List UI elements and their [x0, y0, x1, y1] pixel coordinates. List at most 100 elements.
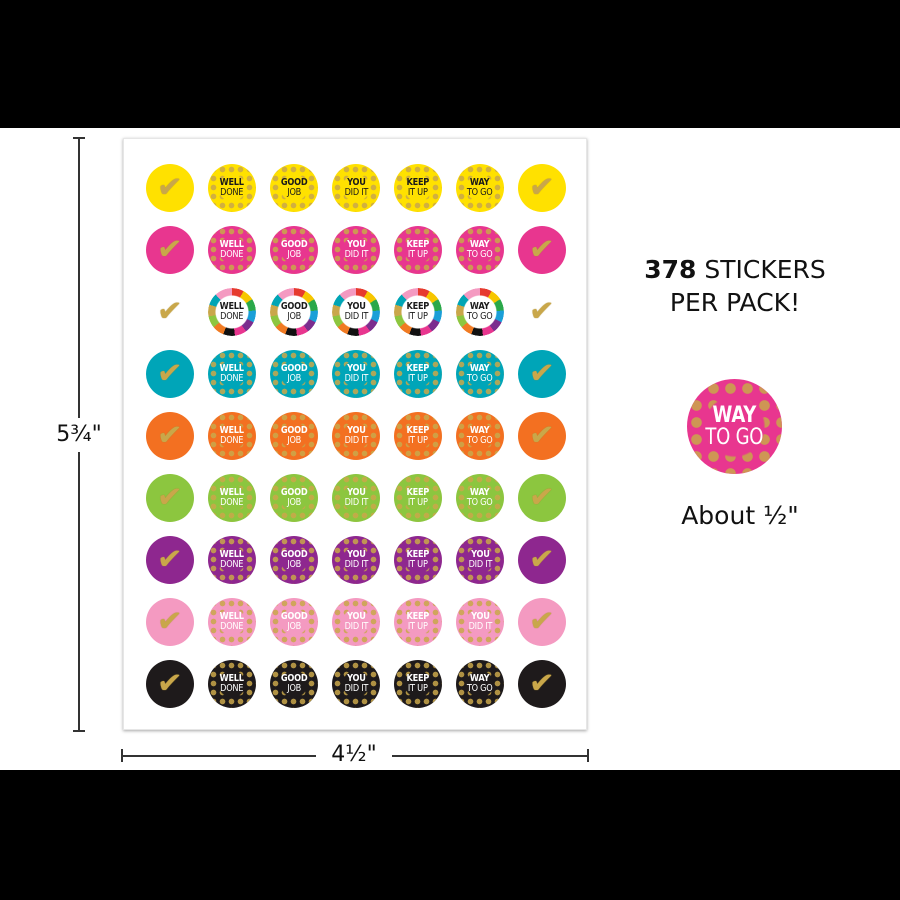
message-sticker: GOOD JOB: [270, 288, 318, 336]
message-sticker: KEEP IT UP: [394, 474, 442, 522]
checkmark-icon: ✔: [528, 479, 556, 516]
sticker-text: YOU DID IT: [344, 364, 368, 384]
sticker-text-line1: KEEP: [406, 487, 430, 498]
sticker-text-line1: GOOD: [280, 425, 308, 436]
message-sticker: KEEP IT UP: [394, 164, 442, 212]
sticker-text-line1: GOOD: [280, 487, 308, 498]
gold-dots-pattern: [456, 164, 504, 212]
message-sticker: WELL DONE: [208, 288, 256, 336]
height-dimension-cap-bottom: [73, 730, 85, 732]
sticker-text: GOOD JOB: [280, 301, 308, 322]
sticker-text-line2: IT UP: [408, 311, 428, 322]
gold-dots-pattern: [394, 226, 442, 274]
sticker-text-line1: KEEP: [406, 611, 430, 622]
sticker-text-line2: IT UP: [408, 373, 428, 384]
sticker-text: GOOD JOB: [280, 425, 308, 446]
sticker-text-line1: YOU: [346, 673, 366, 684]
message-sticker: YOU DID IT: [456, 536, 504, 584]
gold-dots-pattern: [394, 164, 442, 212]
gold-dots-pattern: [394, 536, 442, 584]
gold-dots-pattern: [208, 226, 256, 274]
sticker-text-line1: YOU: [346, 425, 366, 436]
sticker-text-line1: YOU: [346, 177, 366, 188]
sticker-text-line1: YOU: [346, 549, 366, 560]
sticker-text-line2: IT UP: [408, 249, 428, 260]
sticker-text-line1: WELL: [219, 177, 245, 188]
width-dimension-label: 4½": [316, 740, 392, 770]
confetti-border: [332, 288, 380, 336]
check-sticker: ✔: [518, 474, 566, 522]
sticker-text-line2: DONE: [220, 683, 244, 694]
message-sticker: KEEP IT UP: [394, 598, 442, 646]
checkmark-icon: ✔: [156, 355, 184, 392]
message-sticker: WELL DONE: [208, 350, 256, 398]
checkmark-icon: ✔: [528, 231, 556, 268]
sticker-text-line1: GOOD: [280, 611, 308, 622]
gold-dots-pattern: [332, 164, 380, 212]
checkmark-icon: ✔: [528, 293, 556, 330]
sticker-text-line1: WELL: [219, 425, 245, 436]
sticker-text: WELL DONE: [220, 240, 244, 260]
sticker-text-line2: DONE: [220, 435, 244, 446]
message-sticker: WAY TO GO: [456, 350, 504, 398]
message-sticker: KEEP IT UP: [394, 660, 442, 708]
sticker-text-line1: KEEP: [406, 301, 430, 312]
sticker-text: GOOD JOB: [280, 549, 308, 570]
sticker-text: KEEP IT UP: [407, 550, 430, 570]
sticker-text: WAY TO GO: [467, 240, 493, 260]
sticker-text: KEEP IT UP: [407, 240, 430, 260]
check-sticker: ✔: [146, 226, 194, 274]
sticker-text-line1: GOOD: [280, 301, 308, 312]
sticker-text: WELL DONE: [220, 178, 244, 198]
sticker-text-line1: GOOD: [280, 549, 308, 560]
checkmark-icon: ✔: [156, 293, 184, 330]
message-sticker: GOOD JOB: [270, 412, 318, 460]
message-sticker: YOU DID IT: [332, 412, 380, 460]
sticker-text-line2: IT UP: [408, 187, 428, 198]
sticker-text-line1: KEEP: [406, 177, 430, 188]
sticker-text: WELL DONE: [220, 302, 244, 322]
message-sticker: KEEP IT UP: [394, 226, 442, 274]
gold-dots-pattern: [394, 412, 442, 460]
message-sticker: WELL DONE: [208, 474, 256, 522]
gold-dots-pattern: [270, 350, 318, 398]
sticker-text-line1: WELL: [219, 363, 245, 374]
confetti-border: [456, 288, 504, 336]
sticker-text-line2: JOB: [287, 497, 301, 508]
sticker-text-line2: JOB: [287, 435, 301, 446]
confetti-border: [270, 288, 318, 336]
sticker-text-line1: GOOD: [280, 363, 308, 374]
sticker-text: KEEP IT UP: [407, 488, 430, 508]
sticker-text-line2: DONE: [220, 621, 244, 632]
sticker-text-line2: DID IT: [344, 559, 368, 570]
sticker-text: WAY TO GO: [467, 364, 493, 384]
sticker-text-line2: DID IT: [468, 559, 492, 570]
gold-dots-pattern: [456, 350, 504, 398]
sticker-text: YOU DID IT: [344, 426, 368, 446]
sticker-text-line1: YOU: [346, 239, 366, 250]
sticker-text: GOOD JOB: [280, 363, 308, 384]
sticker-text-line1: WELL: [219, 673, 245, 684]
check-sticker: ✔: [518, 288, 566, 336]
sticker-text-line1: GOOD: [280, 673, 308, 684]
sticker-text-line1: WELL: [219, 611, 245, 622]
sticker-text-line2: JOB: [287, 311, 301, 322]
sticker-text-line1: GOOD: [280, 239, 308, 250]
message-sticker: YOU DID IT: [332, 226, 380, 274]
sticker-text-line1: WELL: [219, 487, 245, 498]
sticker-text: WAY TO GO: [467, 674, 493, 694]
message-sticker: WAY TO GO: [456, 288, 504, 336]
sticker-text-line1: YOU: [346, 363, 366, 374]
sticker-text: WAY TO GO: [467, 488, 493, 508]
sticker-text: YOU DID IT: [344, 612, 368, 632]
sticker-text-line2: TO GO: [467, 435, 493, 446]
sticker-text-line2: DID IT: [344, 311, 368, 322]
sticker-text-line2: JOB: [287, 683, 301, 694]
gold-dots-pattern: [332, 536, 380, 584]
sticker-text-line2: JOB: [287, 187, 301, 198]
sticker-text: WELL DONE: [220, 550, 244, 570]
sticker-count-line1: 378 STICKERS: [600, 253, 870, 286]
checkmark-icon: ✔: [156, 479, 184, 516]
sticker-text-line2: TO GO: [467, 373, 493, 384]
sticker-text-line2: DONE: [220, 249, 244, 260]
